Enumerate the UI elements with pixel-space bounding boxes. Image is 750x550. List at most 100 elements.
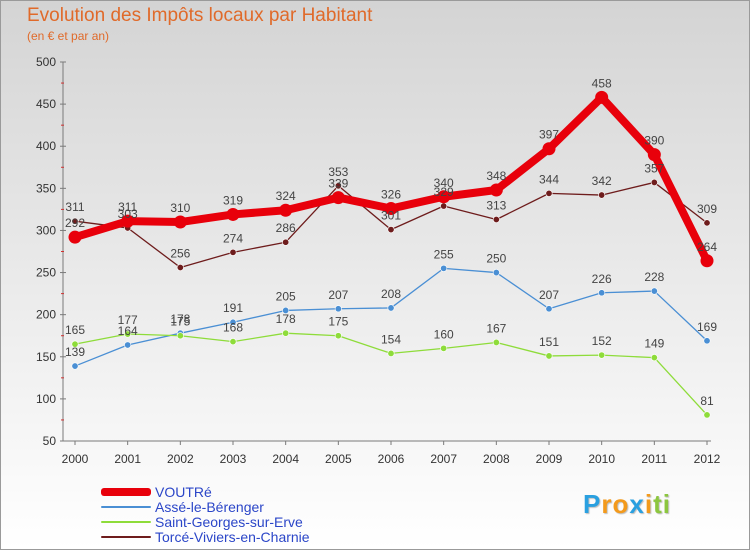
data-label: 169 (697, 320, 717, 334)
y-tick-label: 200 (36, 308, 56, 322)
data-label: 160 (434, 327, 454, 341)
data-label: 165 (65, 323, 85, 337)
data-label: 207 (328, 288, 348, 302)
data-point (700, 254, 714, 268)
data-point (279, 203, 293, 217)
x-tick-label: 2006 (378, 452, 405, 466)
data-point (703, 411, 711, 419)
chart-subtitle: (en € et par an) (27, 29, 110, 43)
data-point (229, 318, 237, 326)
data-label: 177 (118, 313, 138, 327)
data-point (226, 207, 240, 221)
data-point (545, 189, 553, 197)
data-point (176, 332, 184, 340)
data-label: 339 (328, 177, 348, 191)
data-label: 255 (434, 247, 454, 261)
data-label: 164 (118, 324, 138, 338)
data-point (703, 337, 711, 345)
x-tick-label: 2009 (536, 452, 563, 466)
data-label: 178 (170, 312, 190, 326)
data-label: 151 (539, 335, 559, 349)
data-point (68, 230, 82, 244)
data-label: 154 (381, 332, 401, 346)
logo-letter: t (653, 489, 663, 519)
data-label: 390 (644, 134, 664, 148)
data-label: 342 (592, 174, 612, 188)
legend-label: Saint-Georges-sur-Erve (155, 514, 303, 530)
data-point (282, 306, 290, 314)
data-point (71, 362, 79, 370)
data-point (650, 178, 658, 186)
x-tick-label: 2004 (272, 452, 299, 466)
series-line (71, 93, 711, 265)
data-label: 301 (381, 209, 401, 223)
x-tick-label: 2012 (694, 452, 721, 466)
data-label: 152 (592, 334, 612, 348)
data-label: 178 (276, 312, 296, 326)
y-tick-label: 300 (36, 223, 56, 237)
y-tick-label: 250 (36, 266, 56, 280)
x-tick-label: 2008 (483, 452, 510, 466)
data-point (440, 202, 448, 210)
data-point (229, 248, 237, 256)
data-point (703, 219, 711, 227)
data-label: 397 (539, 128, 559, 142)
data-label: 340 (434, 176, 454, 190)
x-tick-label: 2003 (220, 452, 247, 466)
data-label: 357 (644, 161, 664, 175)
data-label: 191 (223, 301, 243, 315)
x-tick-label: 2011 (641, 452, 667, 466)
logo-letter: x (629, 489, 645, 519)
data-label: 228 (644, 270, 664, 284)
data-label: 324 (276, 189, 296, 203)
data-label: 319 (223, 193, 243, 207)
logo-letter: r (601, 489, 613, 519)
data-point (437, 190, 451, 204)
data-point (545, 352, 553, 360)
data-point (650, 354, 658, 362)
data-point (387, 349, 395, 357)
data-label: 139 (65, 345, 85, 359)
data-point (229, 338, 237, 346)
data-point (384, 202, 398, 216)
data-point (387, 304, 395, 312)
data-label: 149 (644, 337, 664, 351)
legend-label: Assé-le-Bérenger (155, 499, 264, 515)
data-point (387, 226, 395, 234)
x-tick-label: 2002 (167, 452, 194, 466)
data-label: 348 (486, 169, 506, 183)
data-label: 175 (328, 315, 348, 329)
data-point (71, 340, 79, 348)
data-point (282, 238, 290, 246)
data-label: 292 (65, 216, 85, 230)
data-point (173, 215, 187, 229)
legend-swatch (101, 521, 151, 523)
y-tick-label: 100 (36, 392, 56, 406)
data-point (492, 338, 500, 346)
data-label: 286 (276, 221, 296, 235)
data-point (598, 351, 606, 359)
x-tick-label: 2005 (325, 452, 352, 466)
data-point (492, 215, 500, 223)
data-point (542, 142, 556, 156)
data-point (595, 90, 609, 104)
legend-label: Torcé-Viviers-en-Charnie (155, 529, 310, 545)
data-label: 458 (592, 76, 612, 90)
data-label: 250 (486, 252, 506, 266)
data-label: 168 (223, 321, 243, 335)
x-tick-label: 2001 (114, 452, 141, 466)
data-point (71, 217, 79, 225)
y-tick-label: 450 (36, 97, 56, 111)
data-label: 208 (381, 287, 401, 301)
data-label: 344 (539, 172, 559, 186)
data-point (176, 264, 184, 272)
data-point (334, 182, 342, 190)
data-label: 205 (276, 289, 296, 303)
data-point (545, 305, 553, 313)
data-label: 167 (486, 321, 506, 335)
y-tick-label: 500 (36, 55, 56, 69)
legend-swatch (101, 506, 151, 508)
legend-swatch (101, 536, 151, 538)
data-label: 81 (700, 394, 714, 408)
